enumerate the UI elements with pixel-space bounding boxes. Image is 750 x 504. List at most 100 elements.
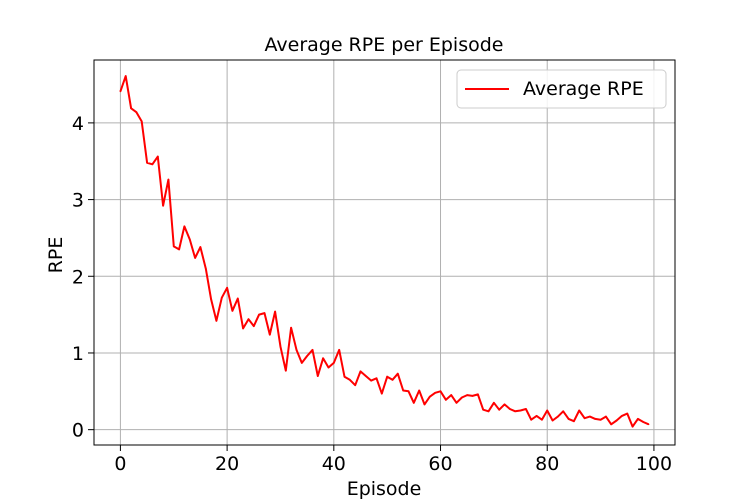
legend-box [456,69,667,109]
x-tick-label: 0 [114,453,126,475]
data-point [615,419,618,422]
x-axis-label: Episode [347,478,422,500]
data-point [423,403,426,406]
data-point [583,417,586,420]
data-point [642,421,645,423]
data-point [477,393,479,396]
data-point [551,419,554,422]
data-point [295,349,298,351]
data-point [242,327,244,330]
x-tick-label: 40 [322,453,346,475]
x-tick-label: 20 [215,453,239,475]
data-point [205,267,207,270]
data-point [386,375,389,378]
data-point [306,355,308,357]
data-point [546,409,548,412]
data-point [391,379,394,381]
data-point [178,248,180,251]
data-point [151,163,154,166]
data-point [541,418,543,421]
x-tick-label: 80 [535,453,559,475]
data-point [338,349,341,351]
data-point [429,395,431,398]
data-point [290,326,292,329]
data-point [301,362,303,364]
data-point [146,162,148,164]
data-point [279,346,282,348]
data-point [525,408,527,410]
data-point [231,310,234,312]
data-point [269,333,271,336]
data-point [130,107,132,110]
data-point [439,390,442,393]
y-axis-label: RPE [45,237,67,274]
data-point [397,372,399,375]
data-point [466,394,469,396]
data-point [247,318,250,321]
data-point [237,297,239,300]
data-point [631,425,634,428]
data-point [605,415,607,418]
data-point [626,412,629,415]
data-point [434,392,437,394]
data-point [167,178,170,181]
data-point [530,418,532,421]
data-point [253,325,255,327]
data-point [637,418,639,420]
data-point [189,238,191,241]
data-point [578,409,580,412]
data-point [599,418,602,421]
data-point [418,389,421,392]
data-point [509,408,511,410]
data-point [322,357,324,360]
data-point [311,349,314,351]
data-point [557,415,559,418]
data-point [461,396,463,399]
data-point [498,408,501,411]
series-line-average-rpe [119,75,649,428]
data-point [263,312,266,314]
chart-title: Average RPE per Episode [265,34,504,56]
data-point [173,245,175,248]
plot-frame [93,59,676,446]
data-point [140,120,143,123]
data-point [567,418,570,420]
y-tick-label: 1 [72,343,84,365]
y-tick-label: 0 [72,420,84,442]
data-point [157,155,159,158]
x-tick-label: 60 [428,453,452,475]
legend-label: Average RPE [523,78,644,100]
data-point [589,415,591,418]
data-point [535,415,538,417]
data-point [493,402,495,404]
data-point [503,403,506,406]
data-point [455,402,458,404]
data-point [365,375,367,377]
data-point [482,408,485,411]
data-point [343,375,346,378]
data-point [199,246,202,248]
data-point [274,310,276,313]
data-point [226,287,228,289]
data-point [402,389,405,392]
data-point [375,377,378,380]
data-point [610,423,612,426]
legend: Average RPE [456,69,667,109]
data-point [162,204,164,207]
data-point [413,402,415,404]
data-point [119,90,122,93]
data-point [445,399,447,401]
data-point [594,418,596,420]
data-point [221,296,223,299]
axes: 0 20 40 60 80 100 0 1 2 3 4 [72,113,672,475]
data-point [333,362,335,364]
y-tick-label: 2 [72,266,84,288]
grid [94,60,675,445]
data-point [573,420,575,423]
data-point [194,257,196,259]
data-point [349,379,351,381]
data-point [381,392,383,395]
data-point [487,410,490,413]
